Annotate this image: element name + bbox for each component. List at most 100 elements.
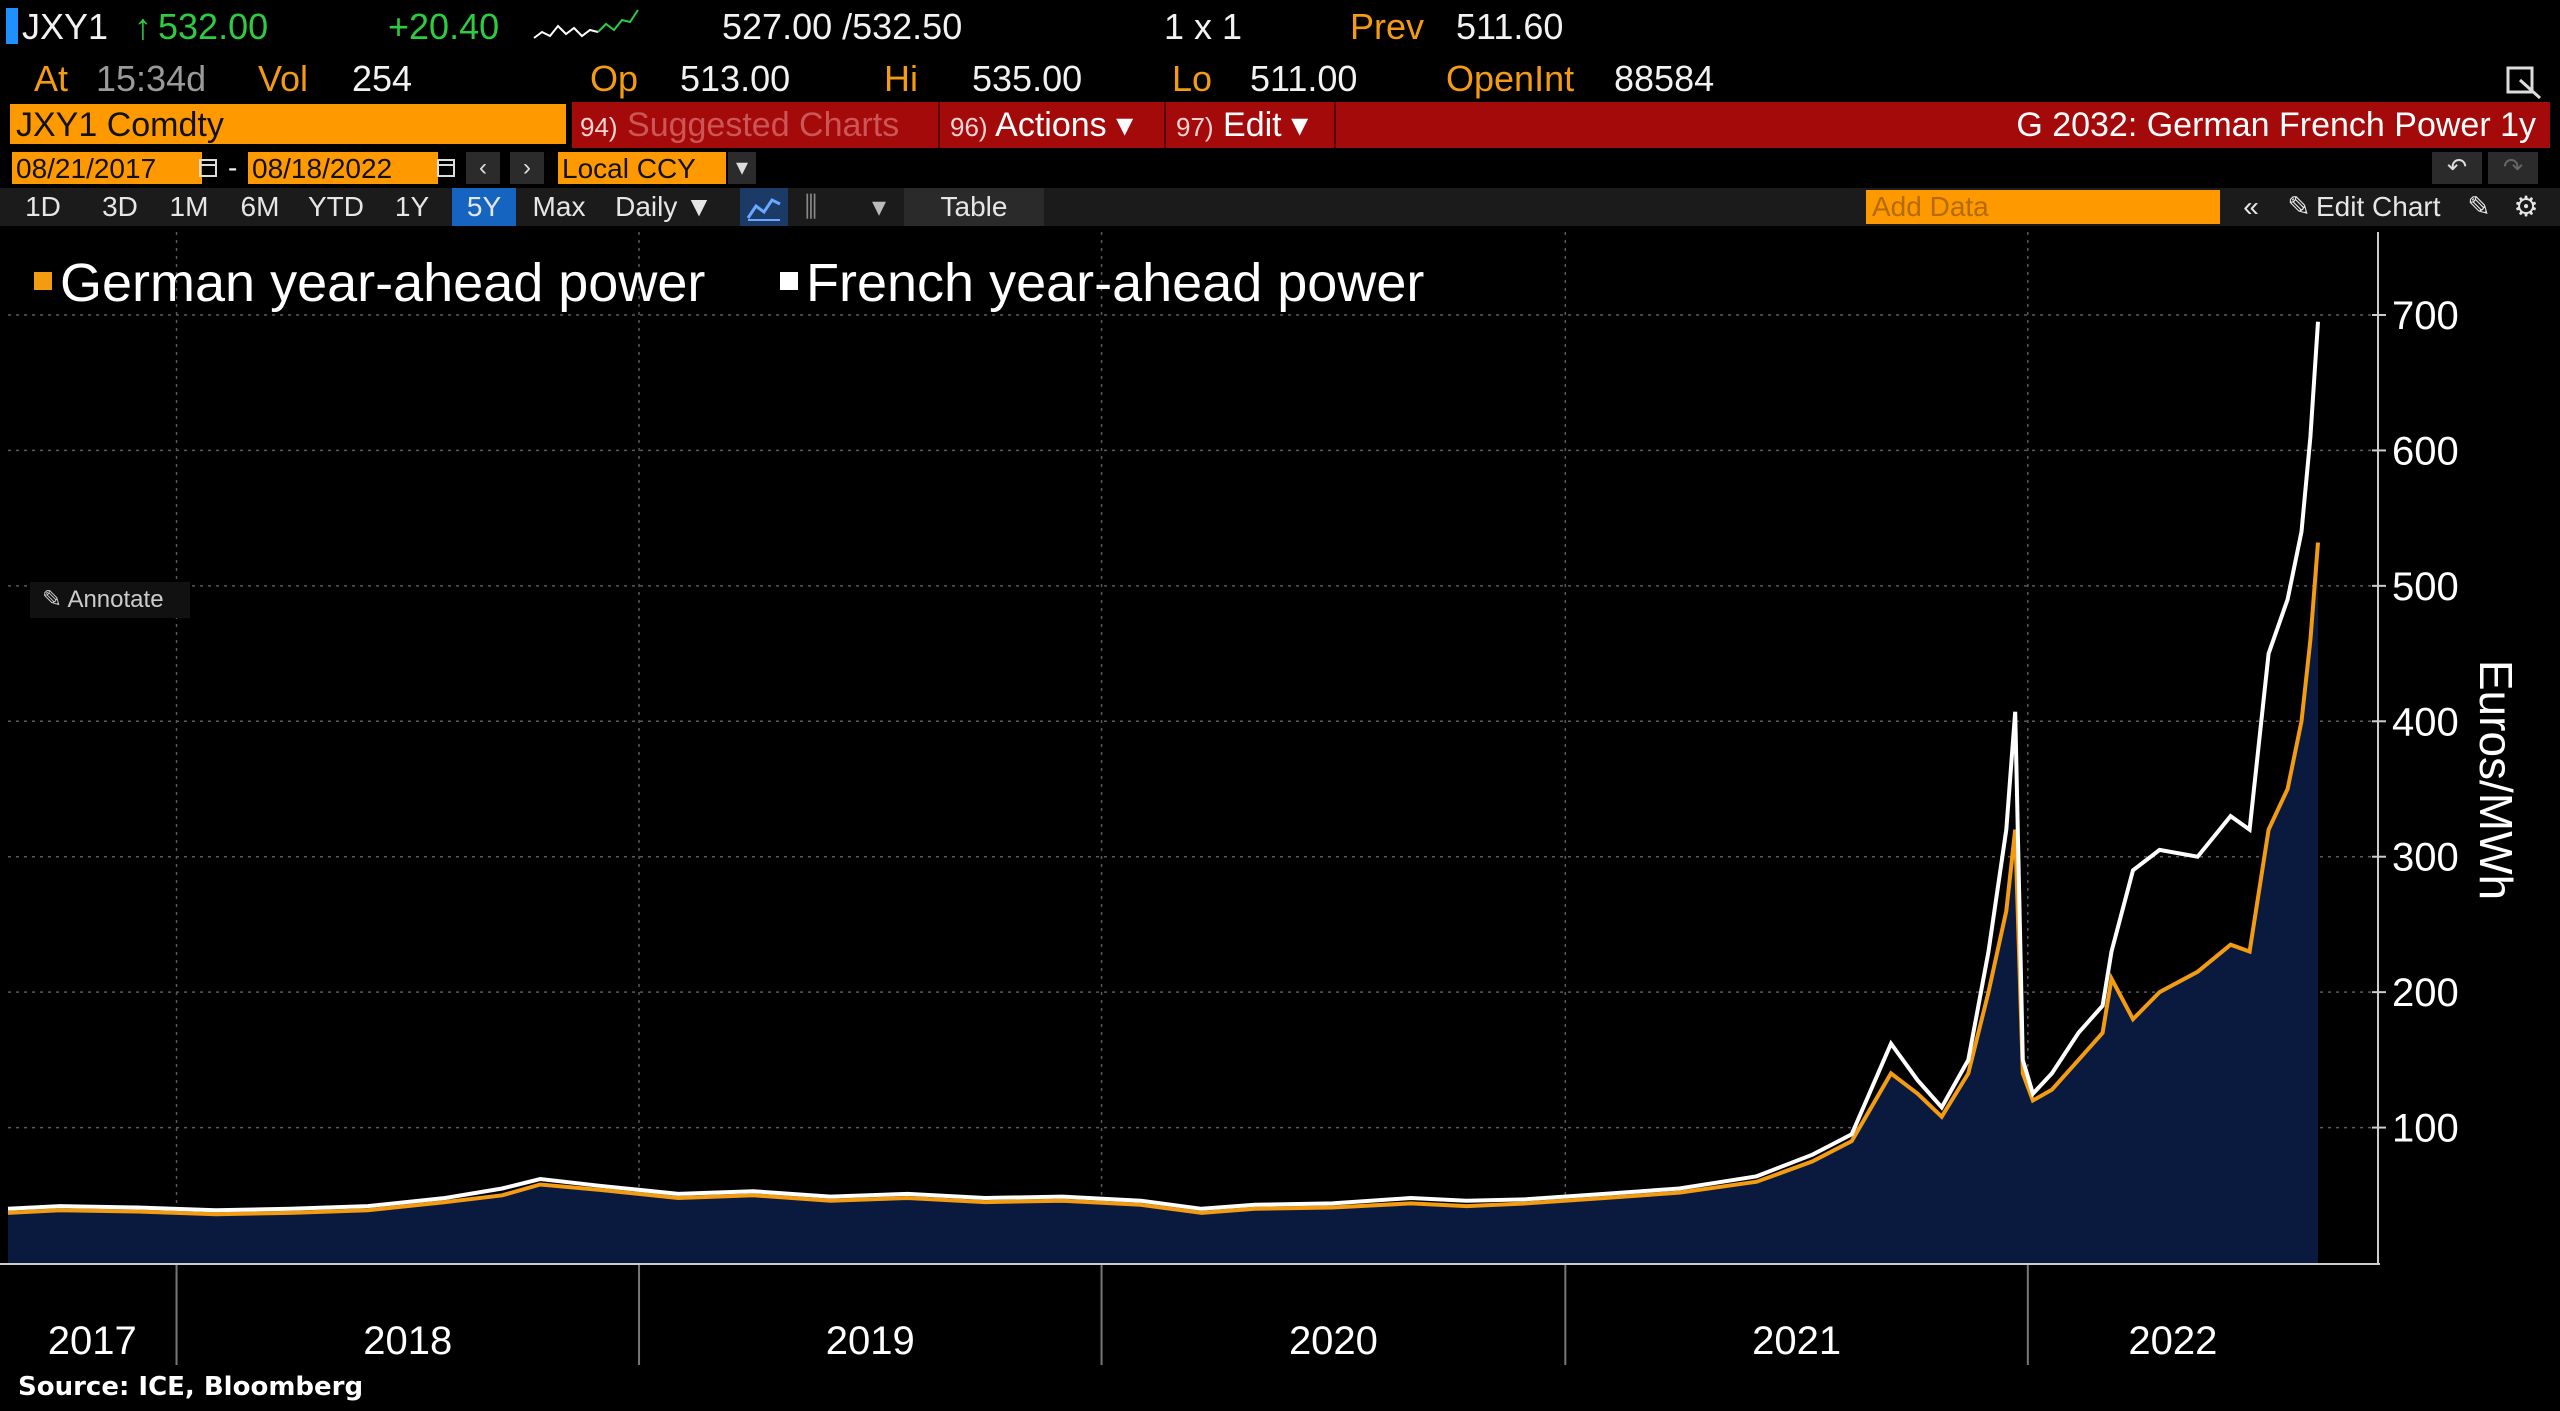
actions-label: Actions ▾ [995, 106, 1134, 144]
legend-item-french: French year-ahead power [780, 252, 1424, 314]
edit-settings-icon[interactable]: ✎ [2467, 191, 2491, 222]
x-tick-label: 2019 [826, 1319, 915, 1363]
calendar-icon[interactable] [198, 156, 218, 180]
sparkline-icon [533, 9, 639, 39]
edit-label: Edit ▾ [1223, 106, 1309, 144]
prev-value: 511.60 [1456, 6, 1564, 47]
candlestick-icon: ⫼ [804, 191, 818, 222]
quote-time: 15:34d [96, 58, 207, 99]
chart-title: G 2032: German French Power 1y [2016, 106, 2536, 144]
annotate-label: Annotate [67, 586, 164, 613]
currency-dropdown-button[interactable]: ▾ [728, 152, 756, 184]
period-tab-ytd[interactable]: YTD [308, 191, 364, 222]
edit-chart-button[interactable]: Edit Chart [2316, 191, 2441, 222]
ticker-marker [6, 8, 18, 44]
openint-value: 88584 [1614, 58, 1715, 99]
y-tick-label: 200 [2392, 971, 2459, 1015]
y-tick-label: 600 [2392, 429, 2459, 473]
stats-bar: At 15:34d Vol 254 Op 513.00 Hi 535.00 Lo… [0, 56, 2560, 102]
y-tick-label: 300 [2392, 836, 2459, 880]
chevron-left-icon: ‹ [479, 154, 487, 181]
line-chart-icon [746, 198, 781, 221]
collapse-button[interactable]: « [2234, 188, 2268, 226]
suggested-charts-number: 94) [580, 112, 618, 142]
open-value: 513.00 [680, 58, 791, 99]
undo-button[interactable]: ↶ [2432, 152, 2482, 184]
legend-swatch [34, 271, 52, 290]
gear-icon[interactable]: ⚙ [2513, 191, 2539, 222]
bar-chart-button[interactable]: ⫼ [794, 188, 828, 226]
actions-menu[interactable]: 96) Actions ▾ [950, 102, 1160, 148]
high-value: 535.00 [972, 58, 1083, 99]
x-tick-label: 2018 [363, 1319, 452, 1363]
x-axis: 2017 2018 2019 2020 2021 2022 [0, 1263, 2380, 1365]
edit-number: 97) [1176, 112, 1214, 142]
chevron-down-icon: ▾ [735, 154, 749, 181]
german-power-line [7, 542, 2320, 1217]
next-range-button[interactable]: › [510, 152, 544, 184]
popout-icon[interactable] [2504, 60, 2544, 100]
x-tick-label: 2017 [48, 1319, 137, 1363]
last-price: 532.00 [158, 6, 269, 47]
pencil-icon[interactable]: ✎ [2287, 191, 2311, 222]
y-tick-label: 700 [2392, 294, 2459, 338]
vol-label: Vol [258, 58, 309, 99]
last-arrow-icon: ↑ [134, 6, 152, 47]
currency-select[interactable]: Local CCY [558, 152, 726, 184]
security-field[interactable]: JXY1 Comdty [10, 104, 566, 144]
prev-range-button[interactable]: ‹ [466, 152, 500, 184]
legend-label: German year-ahead power [60, 253, 706, 313]
menu-bar [572, 102, 2550, 148]
x-tick-label: 2022 [2128, 1319, 2217, 1363]
annotate-button[interactable]: ✎ Annotate [30, 582, 190, 618]
low-label: Lo [1172, 58, 1213, 99]
at-label: At [34, 58, 69, 99]
double-chevron-left-icon: « [2243, 191, 2259, 222]
redo-button[interactable]: ↷ [2488, 152, 2538, 184]
prev-label: Prev [1350, 6, 1425, 47]
vol-value: 254 [352, 58, 413, 99]
y-tick-label: 100 [2392, 1107, 2459, 1151]
source-note: Source: ICE, Bloomberg [18, 1372, 364, 1402]
table-button[interactable]: Table [904, 188, 1044, 226]
period-tab-1y[interactable]: 1Y [394, 191, 430, 222]
legend-item-german: German year-ahead power [34, 252, 705, 314]
calendar-icon[interactable] [436, 156, 456, 180]
y-axis: 100 200 300 400 500 600 700 Euros/MWh [2372, 232, 2522, 1263]
menu-divider [938, 102, 940, 148]
ticker-label: JXY1 [22, 6, 109, 47]
price-change: +20.40 [388, 6, 500, 47]
suggested-charts-menu[interactable]: 94) Suggested Charts [580, 102, 930, 148]
low-value: 511.00 [1250, 58, 1358, 99]
legend-swatch [780, 271, 798, 290]
line-chart-button[interactable] [740, 188, 788, 226]
edit-menu[interactable]: 97) Edit ▾ [1176, 102, 1326, 148]
actions-number: 96) [950, 112, 988, 142]
period-tab-5y[interactable]: 5Y [452, 188, 516, 226]
open-label: Op [590, 58, 639, 99]
date-range-dash: - [228, 152, 238, 183]
openint-label: OpenInt [1446, 58, 1575, 99]
x-tick-label: 2020 [1289, 1319, 1378, 1363]
period-tab-max[interactable]: Max [532, 191, 586, 222]
period-tab-6m[interactable]: 6M [240, 191, 280, 222]
chart-type-dropdown[interactable]: ▾ [862, 188, 896, 226]
french-power-line [7, 321, 2320, 1213]
y-tick-label: 400 [2392, 700, 2459, 744]
period-tab-3d[interactable]: 3D [102, 191, 138, 222]
legend-label: French year-ahead power [806, 253, 1425, 313]
menu-divider [1164, 102, 1166, 148]
menu-divider [1334, 102, 1336, 148]
chevron-right-icon: › [523, 154, 531, 181]
x-tick-label: 2021 [1752, 1319, 1841, 1363]
end-date-field[interactable]: 08/18/2022 [248, 152, 438, 184]
frequency-select[interactable]: Daily ▼ [615, 191, 713, 222]
start-date-field[interactable]: 08/21/2017 [12, 152, 202, 184]
period-tab-1m[interactable]: 1M [169, 191, 209, 222]
period-tab-1d[interactable]: 1D [25, 191, 61, 222]
quote-bar: JXY1 ↑ 532.00 +20.40 527.00 /532.50 1 x … [0, 0, 2560, 56]
y-axis-label: Euros/MWh [2470, 660, 2522, 900]
add-data-field[interactable]: Add Data [1866, 190, 2220, 224]
pencil-icon: ✎ [42, 586, 63, 613]
